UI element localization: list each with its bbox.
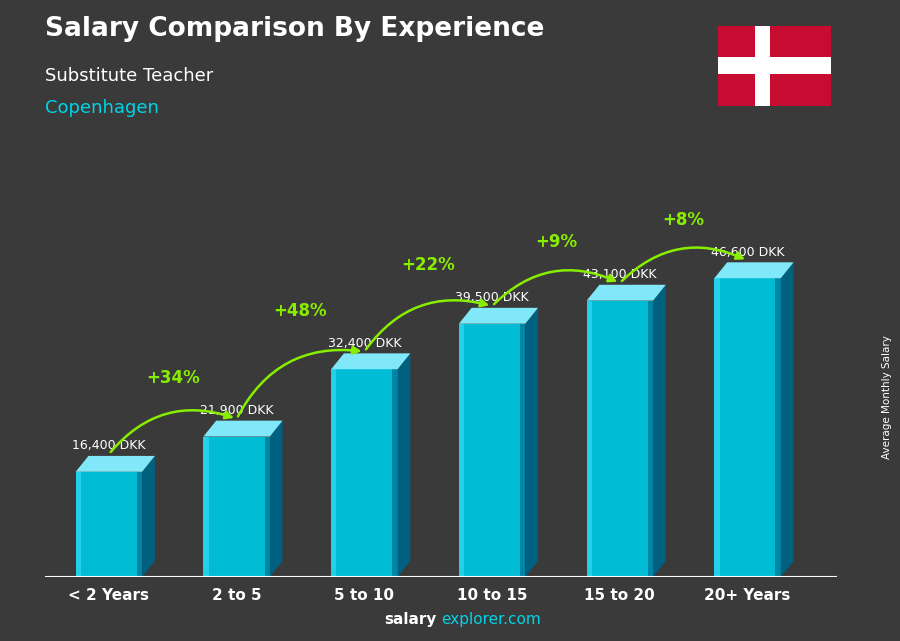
- Polygon shape: [781, 262, 794, 577]
- Text: Substitute Teacher: Substitute Teacher: [45, 67, 213, 85]
- Polygon shape: [648, 301, 653, 577]
- Polygon shape: [331, 369, 337, 577]
- Polygon shape: [331, 369, 398, 577]
- Text: salary: salary: [384, 612, 436, 627]
- Polygon shape: [76, 472, 81, 577]
- Text: 16,400 DKK: 16,400 DKK: [72, 439, 146, 453]
- Text: +34%: +34%: [146, 369, 200, 387]
- Text: Average Monthly Salary: Average Monthly Salary: [881, 335, 892, 460]
- Text: 21,900 DKK: 21,900 DKK: [200, 404, 274, 417]
- Polygon shape: [76, 456, 155, 472]
- Polygon shape: [76, 472, 142, 577]
- Polygon shape: [203, 437, 270, 577]
- Polygon shape: [203, 437, 209, 577]
- Polygon shape: [526, 308, 538, 577]
- Polygon shape: [203, 420, 283, 437]
- Text: explorer.com: explorer.com: [441, 612, 541, 627]
- Polygon shape: [587, 301, 592, 577]
- Text: Copenhagen: Copenhagen: [45, 99, 159, 117]
- Polygon shape: [715, 278, 781, 577]
- Polygon shape: [715, 278, 720, 577]
- Polygon shape: [142, 456, 155, 577]
- Polygon shape: [718, 57, 831, 74]
- Text: +8%: +8%: [662, 211, 705, 229]
- Polygon shape: [270, 420, 283, 577]
- Polygon shape: [459, 324, 464, 577]
- Polygon shape: [653, 285, 666, 577]
- Text: +22%: +22%: [401, 256, 455, 274]
- Polygon shape: [715, 262, 794, 278]
- Text: +48%: +48%: [274, 302, 328, 320]
- Text: +9%: +9%: [535, 233, 577, 251]
- Text: 43,100 DKK: 43,100 DKK: [583, 268, 657, 281]
- Polygon shape: [392, 369, 398, 577]
- Text: 46,600 DKK: 46,600 DKK: [711, 246, 784, 259]
- Text: Salary Comparison By Experience: Salary Comparison By Experience: [45, 16, 544, 42]
- Polygon shape: [265, 437, 270, 577]
- Polygon shape: [137, 472, 142, 577]
- Polygon shape: [755, 26, 770, 106]
- Polygon shape: [520, 324, 526, 577]
- Polygon shape: [331, 353, 410, 369]
- Text: 32,400 DKK: 32,400 DKK: [328, 337, 401, 350]
- Polygon shape: [718, 26, 831, 106]
- Polygon shape: [587, 301, 653, 577]
- Text: 39,500 DKK: 39,500 DKK: [455, 291, 529, 304]
- Polygon shape: [459, 308, 538, 324]
- Polygon shape: [398, 353, 410, 577]
- Polygon shape: [587, 285, 666, 301]
- Polygon shape: [459, 324, 526, 577]
- Polygon shape: [776, 278, 781, 577]
